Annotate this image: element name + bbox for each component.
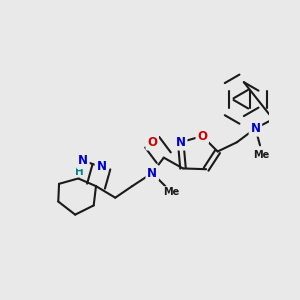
Text: H: H: [76, 167, 84, 176]
Text: N: N: [96, 160, 106, 173]
Text: O: O: [197, 130, 207, 142]
Text: Me: Me: [254, 150, 270, 160]
Text: N: N: [176, 136, 186, 149]
Text: N: N: [78, 154, 88, 167]
Text: N: N: [250, 122, 260, 135]
Text: Me: Me: [163, 187, 180, 197]
Text: N: N: [147, 167, 157, 180]
Text: O: O: [147, 136, 157, 149]
